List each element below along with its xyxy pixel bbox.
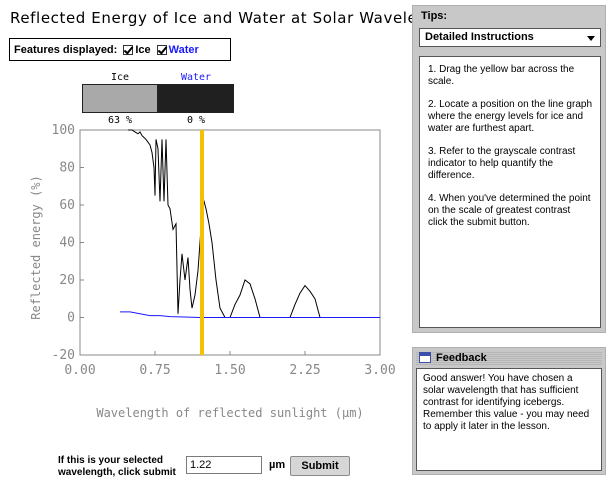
feedback-header: Feedback [416, 351, 602, 366]
feedback-title: Feedback [436, 352, 487, 364]
features-label: Features displayed: [14, 43, 118, 56]
submit-instruction-line2: wavelength, click submit [58, 467, 176, 478]
water-checkbox-check-icon[interactable] [156, 44, 167, 55]
app-title: Reflected Energy of Ice and Water at Sol… [10, 9, 463, 27]
x-tick-label: 3.00 [364, 363, 395, 378]
y-tick-label: 60 [59, 198, 75, 213]
window-icon [419, 352, 431, 363]
x-axis-label: Wavelength of reflected sunlight (µm) [96, 406, 363, 420]
y-tick-label: 100 [52, 123, 75, 138]
tips-title: Tips: [421, 10, 448, 22]
plot-area [79, 129, 381, 356]
tips-dropdown-value: Detailed Instructions [425, 31, 534, 43]
y-tick-label: 80 [59, 161, 75, 176]
tip-item: 1. Drag the yellow bar across the scale. [428, 64, 575, 87]
contrast-water-label: Water [180, 72, 212, 83]
water-checkbox-label: Water [168, 43, 199, 56]
water-checkbox[interactable]: Water [156, 43, 199, 56]
submit-instruction-line1: If this is your selected [58, 455, 164, 466]
tip-item: 4. When you've determined the point on t… [428, 193, 591, 228]
feedback-panel: Feedback Good answer! You have chosen a … [412, 347, 606, 475]
ice-checkbox-check-icon[interactable] [123, 44, 134, 55]
y-axis-label: Reflected energy (%) [29, 175, 43, 320]
feedback-text: Good answer! You have chosen a solar wav… [416, 368, 602, 471]
x-tick-label: 2.25 [289, 363, 320, 378]
tips-dropdown[interactable]: Detailed Instructions [419, 28, 601, 47]
y-tick-label: -20 [52, 348, 75, 363]
tip-item: 3. Refer to the grayscale contrast indic… [428, 146, 576, 181]
x-tick-label: 0.75 [139, 363, 170, 378]
contrast-water-percent: 0 % [186, 115, 206, 126]
y-tick-label: 20 [59, 273, 75, 288]
submit-button[interactable]: Submit [290, 456, 350, 476]
ice-checkbox-label: Ice [135, 43, 151, 56]
contrast-ice-swatch [82, 84, 158, 113]
submit-instruction: If this is your selected wavelength, cli… [58, 455, 188, 479]
reflectance-chart: 100 80 60 40 20 0 -200.00 0.75 1.50 2.25 3.00 Wavel… [29, 123, 396, 420]
series-line-water [120, 311, 380, 318]
x-tick-label: 0.00 [64, 363, 95, 378]
x-tick-label: 1.50 [214, 363, 245, 378]
contrast-ice-label: Ice [110, 72, 130, 83]
contrast-water-swatch [158, 84, 234, 113]
features-box: Features displayed: Ice Water [9, 38, 231, 61]
chevron-down-icon[interactable] [587, 36, 595, 41]
tip-item: 2. Locate a position on the line graph w… [428, 99, 593, 134]
unit-label: µm [269, 459, 286, 471]
contrast-ice-percent: 63 % [107, 115, 133, 126]
wavelength-input[interactable] [186, 456, 262, 474]
tips-content: 1. Drag the yellow bar across the scale.… [419, 56, 601, 328]
y-tick-label: 0 [67, 311, 75, 326]
tips-panel: Tips: Detailed Instructions 1. Drag the … [412, 5, 606, 333]
wavelength-selector-bar[interactable] [200, 130, 204, 355]
y-tick-label: 40 [59, 236, 75, 251]
ice-checkbox[interactable]: Ice [123, 43, 151, 56]
